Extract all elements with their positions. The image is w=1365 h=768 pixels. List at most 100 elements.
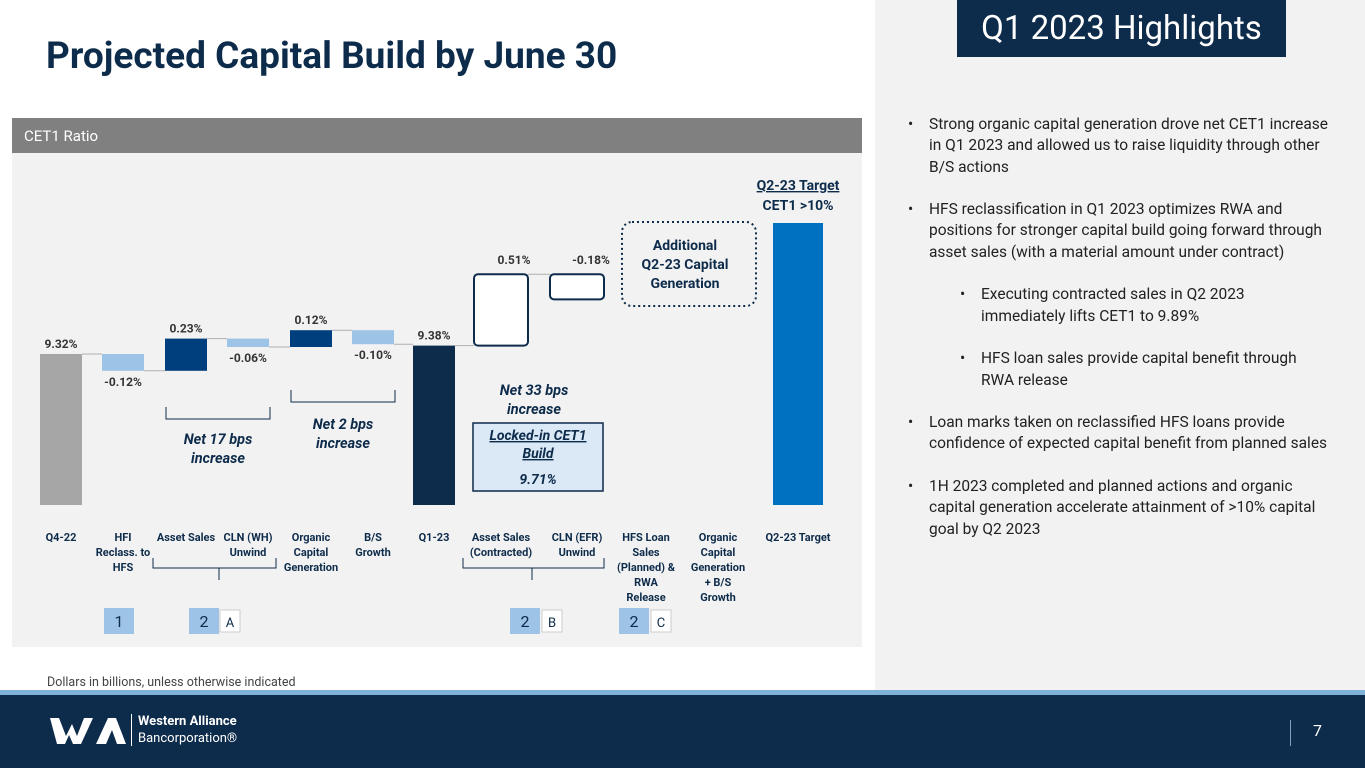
value-label: 9.38% <box>417 329 450 343</box>
page-title: Projected Capital Build by June 30 <box>46 35 618 78</box>
bullet-item: • 1H 2023 completed and planned actions a… <box>908 476 1328 540</box>
right-panel <box>875 0 1365 690</box>
logo-subname: Bancorporation® <box>138 731 238 746</box>
value-label: 9.32% <box>44 337 77 351</box>
target-label: Q2-23 Target <box>757 178 840 194</box>
bullet-dot: • <box>908 413 914 432</box>
bar-hfi-reclass-to-hfs <box>102 354 144 371</box>
marker-letter: C <box>657 616 665 631</box>
category-label: Asset Sales <box>472 531 531 544</box>
highlights-list: • Strong organic capital generation drove… <box>908 114 1328 540</box>
category-label: HFI <box>114 531 131 544</box>
bar-cln-efr-unwind <box>549 273 605 301</box>
bar-b-s-growth <box>352 330 394 345</box>
footer-accent-line <box>0 690 1365 695</box>
bullet-dot: • <box>908 115 914 133</box>
bar-cln-wh-unwind <box>227 338 269 347</box>
locked-in-label: Locked-in CET1 <box>489 428 586 444</box>
bar-q4-22 <box>40 354 82 505</box>
category-label: Generation <box>284 561 338 574</box>
bullet-dot: • <box>960 349 966 368</box>
bar-q1-23 <box>413 345 455 505</box>
marker-number-box <box>189 608 219 634</box>
net-2-label: increase <box>316 435 370 452</box>
logo-text: Western Alliance Bancorporation® <box>138 714 237 747</box>
bullet-item: • Strong organic capital generation drove… <box>908 114 1328 178</box>
bracket-line <box>290 390 396 403</box>
category-bracket <box>152 558 277 580</box>
category-label: Q2-23 Target <box>765 531 830 544</box>
net-33-label: increase <box>507 401 561 418</box>
additional-label: Generation <box>650 276 719 292</box>
net-2-label: Net 2 bps <box>313 416 374 433</box>
bullet-dot: • <box>960 285 966 304</box>
bullet-text: Strong organic capital generation drove … <box>929 115 1329 176</box>
net-17-label: Net 17 bps <box>184 431 253 448</box>
category-label: Q1-23 <box>419 531 450 544</box>
bullet-dot: • <box>908 200 914 219</box>
bullet-text: HFS reclassification in Q1 2023 optimize… <box>929 200 1322 261</box>
category-label: HFS Loan <box>622 531 670 544</box>
bar-asset-sales-contracted- <box>473 273 529 347</box>
bracket-line <box>165 407 271 420</box>
category-label: HFS <box>113 561 134 574</box>
footer: Western Alliance Bancorporation® 7 <box>0 695 1365 768</box>
category-label: RWA <box>634 576 658 589</box>
net-17-label: increase <box>191 450 245 467</box>
chart-panel: CET1 Ratio 9.32% -0.12% 0.23% -0.06% 0.12% -0… <box>12 118 862 647</box>
bullet-text: HFS loan sales provide capital benefit t… <box>981 349 1297 389</box>
highlights-title: Q1 2023 Highlights <box>957 0 1286 57</box>
marker-number: 2 <box>630 612 639 631</box>
locked-in-label: Build <box>522 446 554 462</box>
footnote: Dollars in billions, unless otherwise in… <box>47 675 296 690</box>
bar-q2-23-target <box>773 223 823 505</box>
bullet-item: • HFS reclassification in Q1 2023 optimiz… <box>908 199 1328 263</box>
value-label: 0.51% <box>497 253 530 267</box>
category-label: (Planned) & <box>617 561 676 574</box>
value-label: -0.10% <box>354 348 392 362</box>
category-label: Capital <box>294 546 329 559</box>
category-label: Q4-22 <box>46 531 77 544</box>
target-value-label: CET1 >10% <box>763 198 834 214</box>
category-label: Growth <box>700 591 736 604</box>
bullet-dot: • <box>908 477 914 496</box>
category-label: (Contracted) <box>470 546 532 559</box>
category-label: Asset Sales <box>157 531 216 544</box>
additional-label: Q2-23 Capital <box>642 257 729 273</box>
category-label: Unwind <box>230 546 267 559</box>
page-number: 7 <box>1313 721 1322 740</box>
value-label: -0.18% <box>572 253 610 267</box>
category-label: Capital <box>701 546 736 559</box>
cet1-waterfall-chart: 9.32% -0.12% 0.23% -0.06% 0.12% -0.10% 9.38% 0.… <box>40 178 840 634</box>
marker-number-box <box>619 608 649 634</box>
additional-capital-box <box>621 221 757 307</box>
category-label: Unwind <box>559 546 596 559</box>
western-alliance-logo-icon <box>50 718 126 744</box>
marker-letter: B <box>548 616 556 631</box>
locked-in-value: 9.71% <box>519 472 556 488</box>
category-label: B/S <box>364 531 382 544</box>
logo-name: Western Alliance <box>138 714 237 729</box>
logo-divider <box>131 714 132 746</box>
bar-asset-sales <box>165 338 207 371</box>
sub-bullet-item: • Executing contracted sales in Q2 2023 i… <box>960 284 1328 327</box>
category-label: Generation <box>691 561 745 574</box>
sub-bullet-item: • HFS loan sales provide capital benefit … <box>960 348 1328 391</box>
marker-letter-box <box>219 609 241 633</box>
category-label: + B/S <box>705 576 732 589</box>
value-label: 0.12% <box>294 313 327 327</box>
category-label: Growth <box>355 546 391 559</box>
marker-number-box <box>510 608 540 634</box>
category-label: Organic <box>699 531 738 544</box>
value-label: 0.23% <box>169 322 202 336</box>
locked-in-cet1-box <box>472 422 604 492</box>
bullet-text: 1H 2023 completed and planned actions an… <box>929 477 1316 538</box>
category-label: Organic <box>292 531 331 544</box>
value-label: -0.06% <box>229 351 267 365</box>
value-label: -0.12% <box>104 375 142 389</box>
bullet-text: Loan marks taken on reclassified HFS loa… <box>929 413 1328 453</box>
category-label: Sales <box>632 546 660 559</box>
marker-letter-box <box>541 609 563 633</box>
additional-label: Additional <box>653 238 717 254</box>
bullet-text: Executing contracted sales in Q2 2023 im… <box>981 285 1245 325</box>
